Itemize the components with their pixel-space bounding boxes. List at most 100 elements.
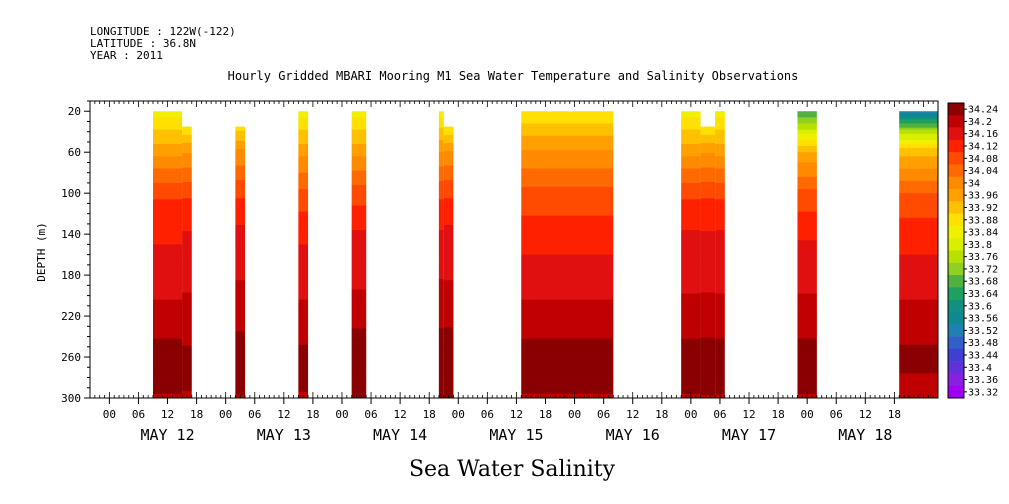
salinity-cell: [443, 353, 454, 357]
salinity-cell: [681, 174, 701, 178]
salinity-cell: [438, 252, 444, 256]
salinity-cell: [298, 387, 309, 391]
salinity-cell: [152, 369, 183, 372]
salinity-cell: [443, 263, 454, 267]
salinity-cell: [152, 240, 183, 243]
salinity-cell: [700, 378, 716, 381]
salinity-cell: [681, 268, 701, 272]
salinity-cell: [235, 319, 246, 322]
salinity-cell: [681, 238, 701, 241]
salinity-cell: [235, 269, 246, 273]
salinity-cell: [235, 183, 246, 187]
salinity-cell: [351, 299, 367, 303]
salinity-cell: [899, 281, 938, 284]
salinity-cell: [899, 295, 938, 299]
colorbar-tick-label: 33.56: [968, 314, 998, 325]
salinity-cell: [235, 192, 246, 195]
salinity-cell: [443, 323, 454, 326]
salinity-cell: [152, 189, 183, 192]
salinity-cell: [700, 247, 716, 250]
salinity-cell: [152, 213, 183, 217]
colorbar-tick-label: 34: [968, 178, 980, 189]
salinity-cell: [521, 258, 614, 262]
salinity-cell: [443, 333, 454, 336]
salinity-cell: [235, 165, 246, 168]
salinity-cell: [443, 356, 454, 359]
salinity-cell: [681, 281, 701, 284]
colorbar-tick-label: 33.32: [968, 387, 998, 398]
salinity-cell: [700, 140, 716, 144]
salinity-cell: [715, 295, 725, 299]
salinity-cell: [443, 280, 454, 283]
salinity-cell: [298, 365, 309, 368]
salinity-cell: [521, 260, 614, 264]
salinity-cell: [438, 127, 444, 131]
x-hour-tick-label: 00: [335, 408, 348, 421]
salinity-cell: [438, 363, 444, 366]
y-axis-label: DEPTH (m): [35, 222, 48, 282]
salinity-cell: [182, 145, 192, 148]
salinity-cell: [715, 359, 725, 362]
salinity-cell: [681, 242, 701, 245]
salinity-cell: [899, 260, 938, 264]
salinity-cell: [715, 193, 725, 196]
salinity-cell: [182, 167, 192, 171]
x-hour-tick-label: 12: [277, 408, 290, 421]
salinity-cell: [700, 177, 716, 181]
salinity-cell: [351, 203, 367, 206]
salinity-cell: [351, 303, 367, 307]
salinity-cell: [899, 289, 938, 292]
salinity-cell: [899, 238, 938, 241]
salinity-cell: [235, 278, 246, 281]
x-hour-tick-label: 18: [423, 408, 436, 421]
salinity-cell: [351, 377, 367, 380]
salinity-cell: [700, 233, 716, 236]
salinity-cell: [715, 334, 725, 337]
salinity-cell: [298, 129, 309, 133]
salinity-cell: [152, 277, 183, 280]
salinity-cell: [438, 334, 444, 337]
salinity-cell: [797, 258, 817, 262]
salinity-cell: [899, 361, 938, 364]
salinity-cell: [182, 265, 192, 269]
colorbar-swatch: [948, 361, 964, 374]
salinity-cell: [182, 210, 192, 214]
salinity-cell: [715, 283, 725, 286]
x-day-label: MAY 18: [838, 426, 892, 444]
salinity-cell: [438, 291, 444, 294]
salinity-cell: [438, 287, 444, 290]
salinity-cell: [715, 271, 725, 274]
salinity-cell: [235, 261, 246, 265]
salinity-cell: [351, 295, 367, 299]
salinity-cell: [235, 331, 246, 334]
salinity-cell: [715, 381, 725, 385]
salinity-cell: [797, 316, 817, 319]
salinity-cell: [899, 166, 938, 169]
salinity-cell: [438, 170, 444, 174]
salinity-cell: [700, 282, 716, 285]
salinity-cell: [298, 227, 309, 231]
salinity-cell: [797, 146, 817, 149]
salinity-cell: [797, 135, 817, 139]
salinity-cell: [152, 152, 183, 155]
salinity-cell: [182, 349, 192, 353]
salinity-cell: [681, 385, 701, 389]
salinity-cell: [715, 260, 725, 264]
salinity-cell: [443, 218, 454, 222]
salinity-cell: [681, 336, 701, 339]
salinity-cell: [182, 204, 192, 207]
colorbar-swatch: [948, 324, 964, 337]
salinity-cell: [700, 347, 716, 351]
salinity-cell: [182, 353, 192, 357]
salinity-cell: [797, 223, 817, 227]
salinity-cell: [235, 333, 246, 336]
salinity-cell: [235, 200, 246, 203]
salinity-cell: [182, 358, 192, 361]
salinity-cell: [235, 282, 246, 285]
salinity-cell: [681, 250, 701, 253]
salinity-cell: [351, 320, 367, 323]
salinity-cell: [443, 286, 454, 289]
salinity-cell: [797, 389, 817, 393]
colorbar-swatch: [948, 103, 964, 116]
salinity-cell: [298, 324, 309, 327]
